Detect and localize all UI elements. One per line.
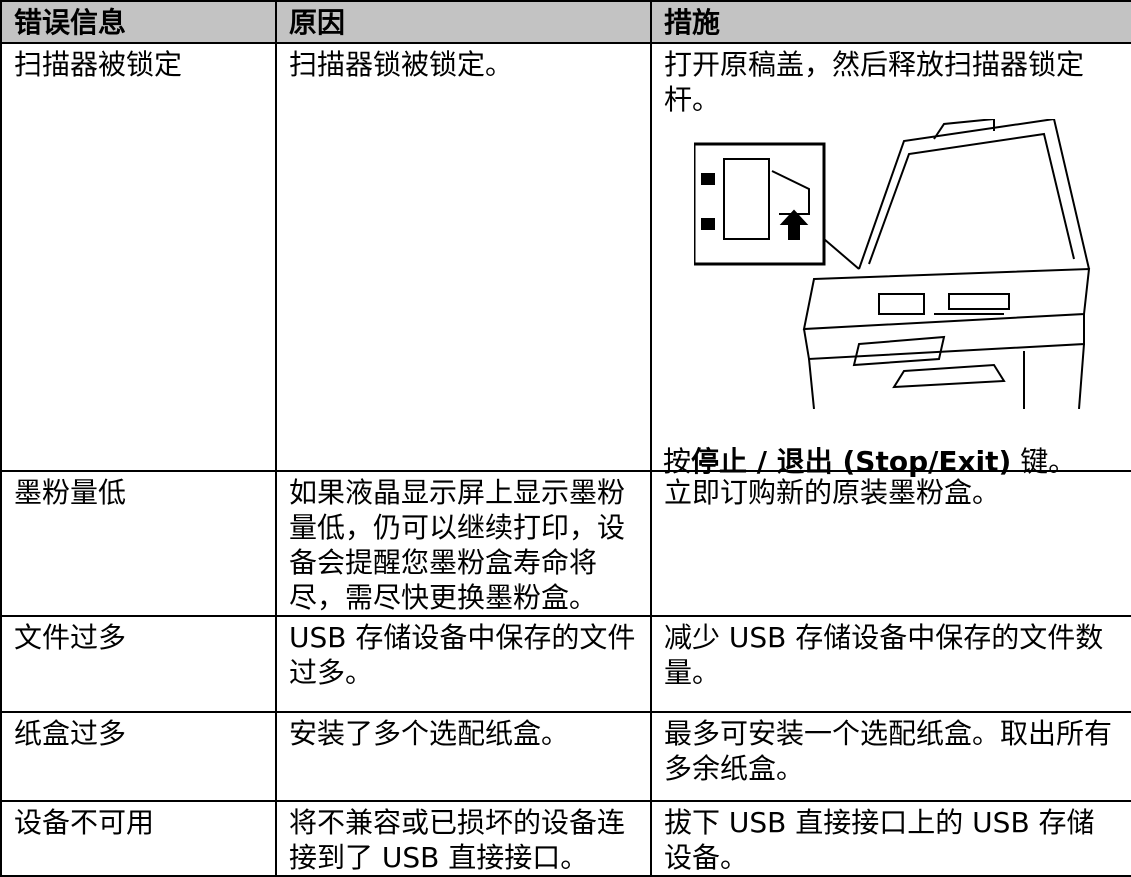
cell: 将不兼容或已损坏的设备连接到了 USB 直接接口。 bbox=[275, 800, 652, 877]
row: 墨粉量低 如果液晶显示屏上显示墨粉量低，仍可以继续打印，设备会提醒您墨粉盒寿命将… bbox=[0, 470, 1131, 617]
cell: 拔下 USB 直接接口上的 USB 存储设备。 bbox=[650, 800, 1131, 877]
cell: 纸盒过多 bbox=[0, 711, 277, 802]
cell: 最多可安装一个选配纸盒。取出所有多余纸盒。 bbox=[650, 711, 1131, 802]
row: 纸盒过多 安装了多个选配纸盒。 最多可安装一个选配纸盒。取出所有多余纸盒。 bbox=[0, 711, 1131, 802]
header-cell: 错误信息 bbox=[0, 0, 277, 44]
cell: 减少 USB 存储设备中保存的文件数量。 bbox=[650, 615, 1131, 713]
cell: 扫描器被锁定 bbox=[0, 42, 277, 472]
row: 设备不可用 将不兼容或已损坏的设备连接到了 USB 直接接口。 拔下 USB 直… bbox=[0, 800, 1131, 877]
cell: 墨粉量低 bbox=[0, 470, 277, 617]
cell: 设备不可用 bbox=[0, 800, 277, 877]
cell: 如果液晶显示屏上显示墨粉量低，仍可以继续打印，设备会提醒您墨粉盒寿命将尽，需尽快… bbox=[275, 470, 652, 617]
key-name: 停止 / 退出 (Stop/Exit) bbox=[691, 445, 1012, 478]
cell-text: 打开原稿盖，然后释放扫描器锁定杆。 bbox=[664, 48, 1085, 116]
scanner-illustration bbox=[694, 119, 1091, 409]
header-cell: 措施 bbox=[650, 0, 1131, 44]
step-instruction: 按停止 / 退出 (Stop/Exit) 键。 bbox=[663, 440, 1076, 480]
cell: 立即订购新的原装墨粉盒。 bbox=[650, 470, 1131, 617]
cell: 安装了多个选配纸盒。 bbox=[275, 711, 652, 802]
header-row: 错误信息 原因 措施 bbox=[0, 0, 1131, 44]
cell: USB 存储设备中保存的文件过多。 bbox=[275, 615, 652, 713]
row: 扫描器被锁定 扫描器锁被锁定。 打开原稿盖，然后释放扫描器锁定杆。 bbox=[0, 42, 1131, 472]
cell: 打开原稿盖，然后释放扫描器锁定杆。 bbox=[650, 42, 1131, 472]
step-text: 按 bbox=[663, 445, 692, 478]
header-cell: 原因 bbox=[275, 0, 652, 44]
cell: 扫描器锁被锁定。 bbox=[275, 42, 652, 472]
step-text: 键。 bbox=[1011, 445, 1077, 478]
row: 文件过多 USB 存储设备中保存的文件过多。 减少 USB 存储设备中保存的文件… bbox=[0, 615, 1131, 713]
cell: 文件过多 bbox=[0, 615, 277, 713]
